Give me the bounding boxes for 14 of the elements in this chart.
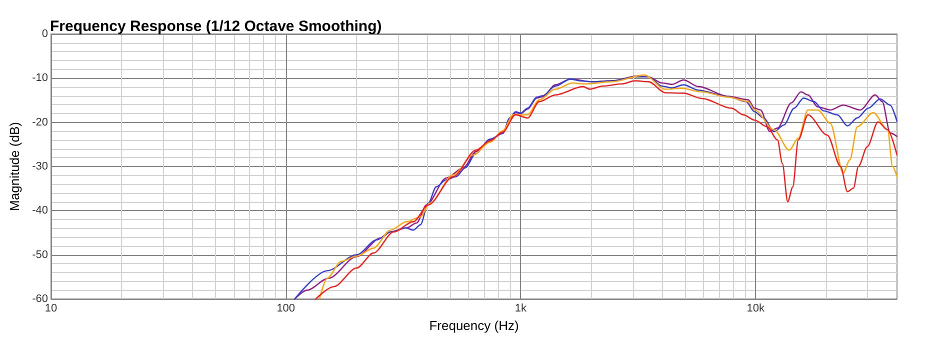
y-axis-title: Magnitude (dB) [7,122,22,211]
x-tick-label: 10 [44,302,58,314]
y-tick-label: 0 [42,28,48,40]
y-tick-label: -10 [32,72,48,84]
chart-title: Frequency Response (1/12 Octave Smoothing) [50,18,382,35]
x-tick-label: 10k [746,302,765,314]
x-axis-title: Frequency (Hz) [429,318,519,333]
y-tick-label: -50 [32,248,48,261]
x-tick-label: 100 [276,302,296,314]
y-tick-label: -30 [32,160,48,172]
y-tick-label: -60 [32,293,48,305]
y-tick-label: -20 [32,116,48,128]
y-tick-label: -40 [32,204,48,217]
x-tick-label: 1k [514,302,528,314]
